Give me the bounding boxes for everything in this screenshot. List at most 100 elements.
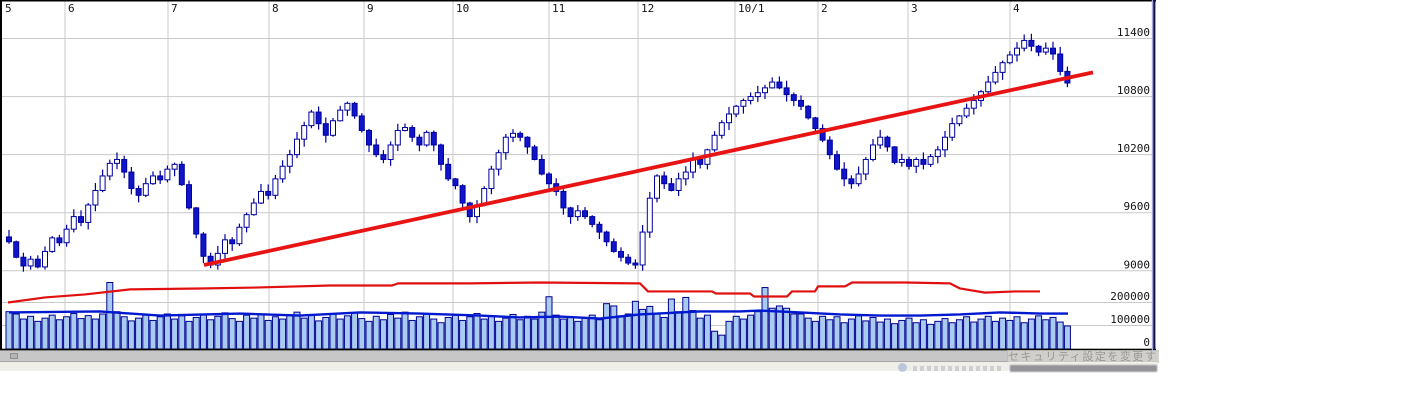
candle-body (510, 132, 516, 138)
volume-bar (271, 316, 279, 350)
candle-body (819, 128, 826, 141)
volume-bar (12, 313, 20, 350)
globe-icon (898, 363, 907, 372)
volume-bar (718, 334, 726, 350)
volume-bar (703, 314, 711, 350)
candle-body (567, 207, 574, 218)
candle-body (49, 237, 56, 252)
candle-body (250, 202, 257, 216)
volume-bar (977, 318, 985, 350)
price-axis-label: 11400 (1117, 26, 1150, 39)
volume-bar (387, 313, 395, 350)
candle-body (178, 163, 185, 186)
volume-bar (221, 312, 229, 350)
candle-body (970, 99, 977, 109)
candle-body (668, 183, 675, 191)
volume-bar (545, 296, 553, 350)
x-axis-label: 5 (5, 2, 12, 15)
candle-body (690, 158, 696, 173)
candle-body (351, 102, 358, 117)
candle-body (128, 171, 135, 190)
candle-body (193, 207, 200, 235)
candle-body (1050, 47, 1056, 55)
volume-bar (329, 313, 337, 350)
candle-body (423, 131, 430, 146)
candle-body (502, 136, 509, 154)
volume-bar (790, 313, 798, 350)
volume-bar (372, 315, 380, 350)
candle-body (992, 71, 999, 83)
volume-bar (653, 313, 661, 350)
candle-body (546, 173, 552, 185)
ghost-text-bar-light (913, 366, 1001, 371)
x-axis-label: 7 (171, 2, 178, 15)
candle-body (301, 125, 308, 140)
candle-body (265, 190, 272, 196)
candle-body (538, 158, 545, 175)
pane-resize-grip[interactable] (10, 353, 18, 359)
volume-bar (41, 317, 49, 350)
plot-border-bottom (0, 348, 1156, 351)
volume-bar (747, 314, 755, 350)
candle-body (855, 173, 862, 185)
volume-bar (711, 330, 719, 350)
volume-bar (307, 313, 315, 350)
volume-bar (113, 311, 121, 350)
volume-bar (531, 318, 539, 350)
volume-bar (149, 319, 157, 350)
candle-body (452, 178, 459, 187)
candle-body (315, 111, 322, 125)
volume-bar (135, 317, 143, 350)
volume-bar (235, 320, 243, 350)
candle-body (639, 231, 646, 266)
plot-border-top (0, 0, 1156, 2)
volume-bar (1013, 316, 1021, 350)
ghost-text-bar-dark (1010, 365, 1157, 372)
volume-red-ma-line (7, 281, 1040, 304)
volume-bar (754, 311, 762, 350)
candle-body (920, 158, 927, 165)
candle-body (1035, 45, 1042, 53)
volume-bar (898, 319, 906, 350)
candle-body (906, 158, 912, 167)
candle-body (214, 252, 221, 266)
volume-bar (156, 316, 164, 350)
volume-bar (970, 321, 978, 350)
price-axis-label: 10200 (1117, 142, 1150, 155)
candle-body (438, 144, 444, 165)
x-axis-label: 10/1 (738, 2, 765, 15)
volume-blue-ma-line (8, 309, 1068, 320)
volume-bar (1056, 321, 1064, 350)
candle-body (560, 190, 567, 209)
volume-bar (574, 320, 582, 350)
volume-axis-label: 100000 (1110, 313, 1150, 326)
candle-body (402, 127, 408, 131)
candle-body (596, 223, 603, 233)
candle-body (999, 62, 1006, 73)
volume-bar (264, 319, 272, 350)
x-axis-label: 12 (641, 2, 654, 15)
volume-bar (365, 320, 373, 350)
x-axis-label: 10 (456, 2, 469, 15)
volume-bar (552, 314, 560, 350)
volume-bar (480, 318, 488, 350)
candle-body (56, 237, 63, 244)
candle-body (99, 175, 106, 191)
volume-bar (1042, 319, 1050, 350)
candle-body (661, 175, 668, 185)
candle-body (913, 158, 920, 167)
volume-bar (689, 310, 697, 350)
volume-bar (163, 313, 171, 350)
candle-body (258, 190, 264, 204)
volume-bar (912, 322, 920, 350)
candle-body (171, 163, 178, 170)
candle-body (1014, 47, 1020, 56)
candle-body (70, 216, 77, 230)
volume-bar (502, 317, 510, 350)
volume-bar (624, 313, 632, 350)
candle-body (870, 144, 876, 160)
candle-body (610, 241, 617, 252)
candle-body (200, 233, 207, 257)
volume-bar (466, 316, 474, 350)
volume-bar (379, 319, 387, 350)
